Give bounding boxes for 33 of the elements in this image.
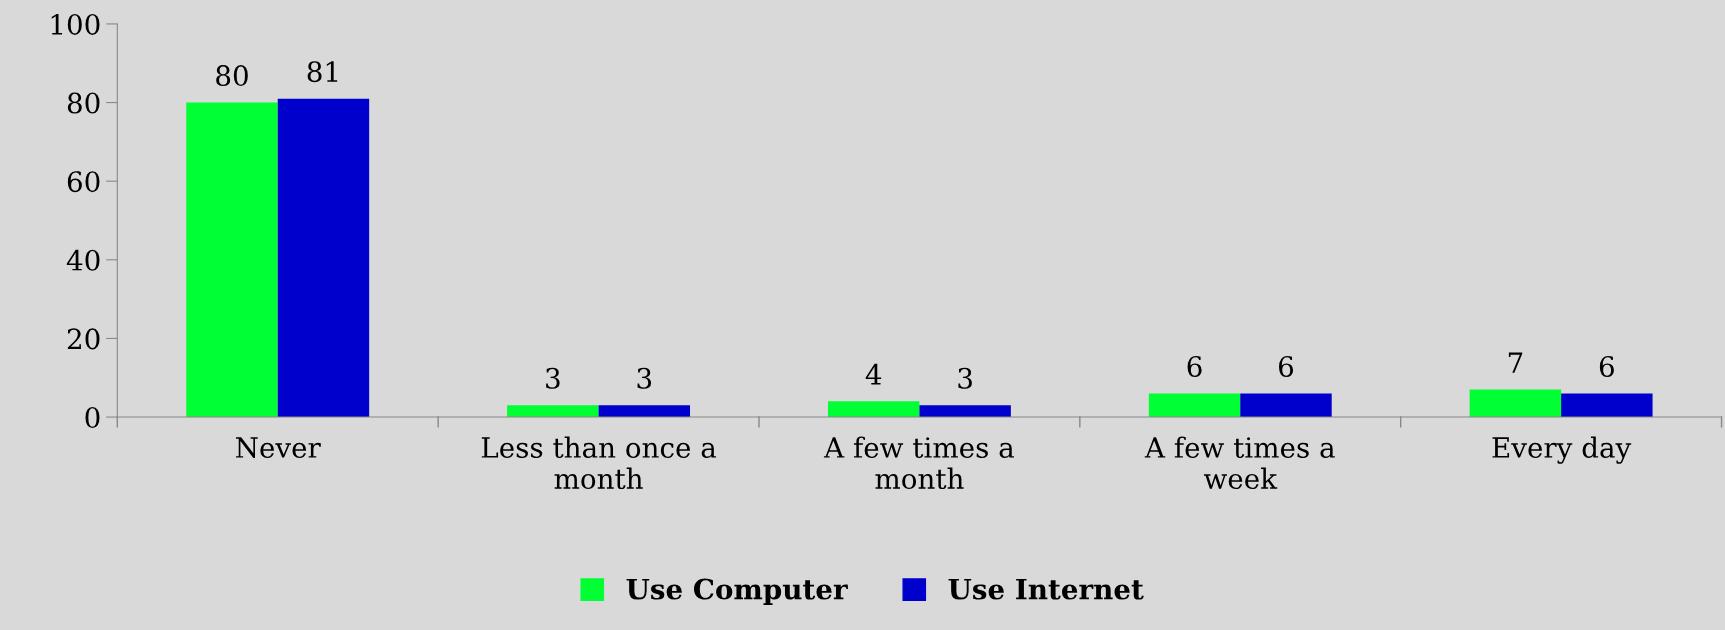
bar (1148, 393, 1241, 418)
x-tick-label: Less than once a month (481, 436, 717, 490)
data-label: 80 (216, 65, 248, 87)
bar (186, 102, 278, 418)
x-tick-label: A few times a week (1144, 436, 1335, 490)
bar (507, 405, 599, 418)
data-label: 6 (1279, 355, 1294, 377)
bar (277, 98, 370, 418)
y-tick-label: 20 (67, 328, 100, 350)
x-tick-label: Never (236, 437, 321, 459)
x-tick-label: A few times a month (823, 436, 1014, 490)
data-label: 81 (307, 61, 338, 83)
data-label: 4 (865, 363, 882, 385)
data-label: 3 (546, 367, 560, 389)
y-tick-label: 80 (67, 92, 100, 114)
y-tick-label: 0 (85, 407, 100, 429)
bar (598, 405, 691, 418)
data-label: 6 (1599, 355, 1614, 377)
data-label: 3 (637, 367, 652, 389)
y-tick-label: 100 (51, 13, 100, 35)
y-tick-label: 60 (67, 171, 100, 193)
bar (1240, 393, 1332, 418)
data-label: 3 (958, 367, 972, 389)
bar (1561, 393, 1653, 418)
legend-label: Use Computer (626, 578, 848, 605)
bar (827, 401, 920, 418)
y-tick-label: 40 (66, 249, 100, 271)
x-tick-label: Every day (1492, 436, 1632, 464)
bar (919, 405, 1011, 418)
data-label: 7 (1508, 352, 1523, 373)
legend-label: Use Internet (948, 578, 1144, 600)
data-label: 6 (1187, 355, 1202, 377)
bar (1469, 389, 1562, 418)
